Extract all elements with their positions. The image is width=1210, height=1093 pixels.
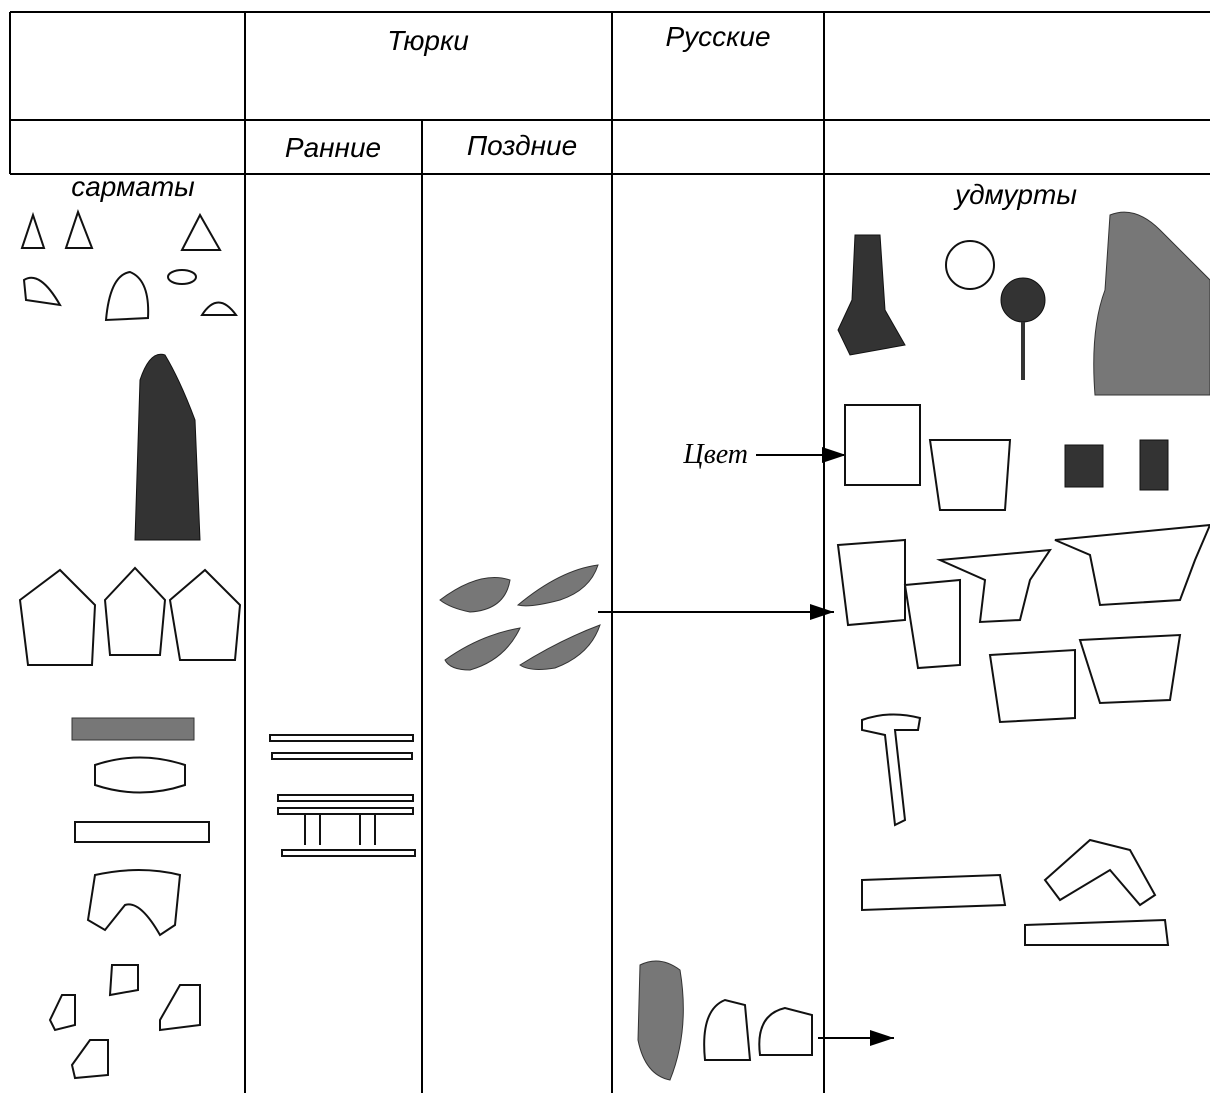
annotation-color: Цвет [682, 439, 748, 470]
arrows [598, 447, 894, 1046]
sarmatian-illustrations [18, 209, 242, 1080]
header-early: Ранние [285, 132, 381, 163]
russian-bast-shoes [637, 960, 813, 1081]
table-grid [9, 11, 1210, 1093]
column-sarmatians: сарматы [71, 171, 195, 202]
udmurt-illustrations [836, 211, 1210, 946]
late-turks-shoes [439, 564, 601, 671]
header-russians: Русские [665, 21, 770, 52]
header-late: Поздние [467, 130, 577, 161]
column-udmurts: удмурты [953, 179, 1077, 210]
early-turks-belts [269, 734, 416, 857]
header-turks: Тюрки [387, 25, 469, 56]
